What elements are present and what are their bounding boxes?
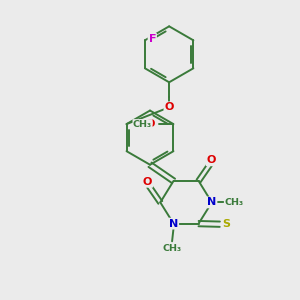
Text: N: N — [169, 219, 178, 229]
Text: CH₃: CH₃ — [133, 120, 152, 129]
Text: F: F — [148, 34, 156, 44]
Text: CH₃: CH₃ — [224, 198, 244, 207]
Text: CH₃: CH₃ — [163, 244, 182, 253]
Text: O: O — [146, 119, 155, 129]
Text: S: S — [222, 219, 230, 229]
Text: N: N — [207, 197, 217, 207]
Text: O: O — [143, 177, 152, 187]
Text: O: O — [207, 155, 216, 165]
Text: O: O — [164, 102, 174, 112]
